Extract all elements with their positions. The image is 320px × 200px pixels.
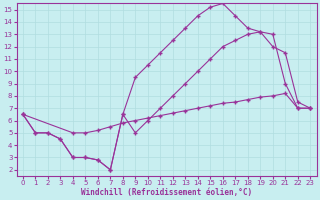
X-axis label: Windchill (Refroidissement éolien,°C): Windchill (Refroidissement éolien,°C)	[81, 188, 252, 197]
